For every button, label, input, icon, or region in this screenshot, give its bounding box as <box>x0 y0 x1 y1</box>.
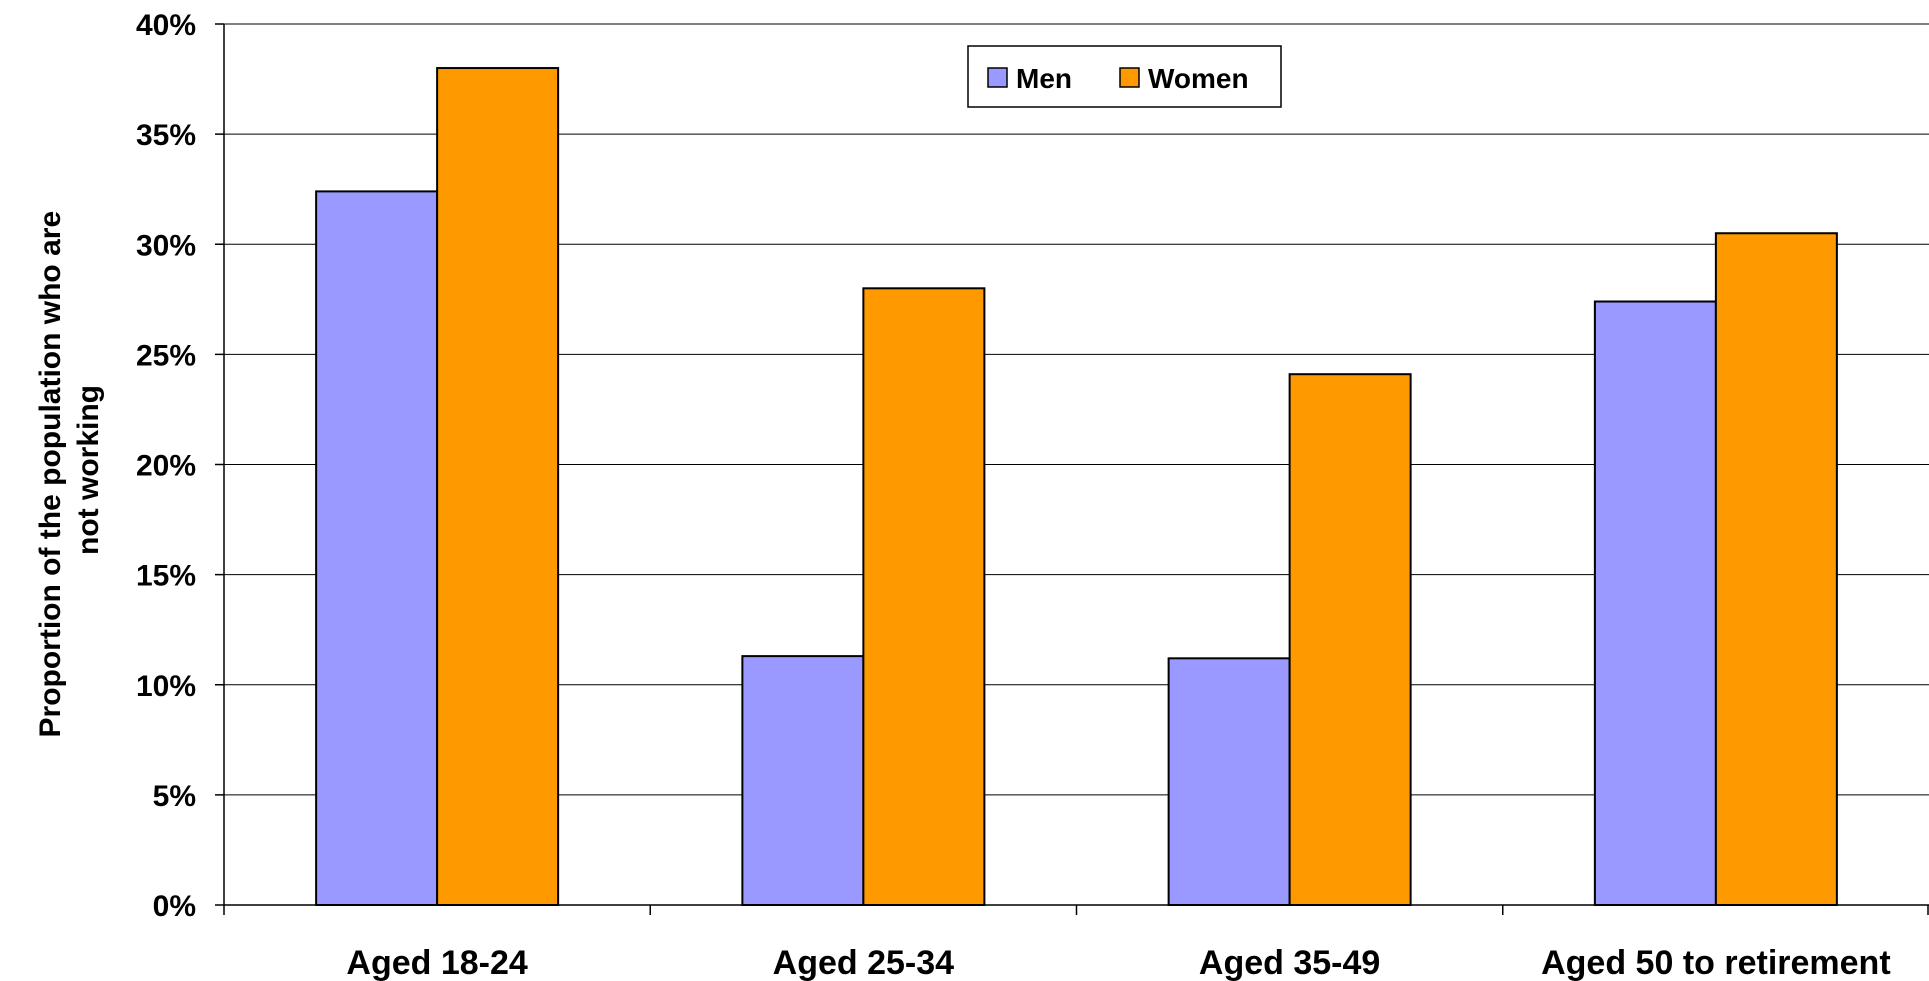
y-tick-label: 5% <box>153 780 196 813</box>
y-axis-title-line-1: Proportion of the population who are <box>34 211 67 738</box>
y-tick-label: 15% <box>136 560 196 593</box>
bar-women-0 <box>436 67 560 907</box>
y-tick-labels: 0% 5% 10% 15% 20% 25% 30% 35% 40% <box>136 9 196 923</box>
y-tick-label: 20% <box>136 450 196 483</box>
x-category-labels: Aged 18-24 Aged 25-34 Aged 35-49 Aged 50 to… <box>346 944 1890 981</box>
y-tick-label: 10% <box>136 670 196 703</box>
bar-women-2 <box>1288 373 1412 906</box>
legend-label-men: Men <box>1016 63 1072 94</box>
y-axis-title-line-2: not working <box>72 385 105 555</box>
bars <box>315 67 1838 907</box>
bar-men-3 <box>1593 300 1717 906</box>
bar-men-0 <box>315 190 439 906</box>
x-category-label: Aged 18-24 <box>346 944 527 981</box>
axes <box>215 23 1929 915</box>
legend-swatch-women <box>1119 67 1140 88</box>
x-category-label: Aged 50 to retirement <box>1541 944 1891 981</box>
bar-women-3 <box>1714 232 1838 907</box>
legend-swatch-men <box>987 67 1008 88</box>
y-tick-label: 30% <box>136 229 196 262</box>
bar-men-2 <box>1167 657 1291 906</box>
legend: Men Women <box>967 45 1282 108</box>
y-axis-title: Proportion of the population who are not… <box>34 203 105 738</box>
x-category-label: Aged 25-34 <box>773 944 954 981</box>
bar-men-1 <box>741 655 865 906</box>
y-tick-label: 0% <box>153 890 196 923</box>
legend-label-women: Women <box>1148 63 1249 94</box>
x-category-label: Aged 35-49 <box>1199 944 1380 981</box>
y-tick-label: 40% <box>136 9 196 42</box>
bar-women-1 <box>862 287 986 906</box>
y-tick-label: 25% <box>136 339 196 372</box>
y-tick-label: 35% <box>136 119 196 152</box>
